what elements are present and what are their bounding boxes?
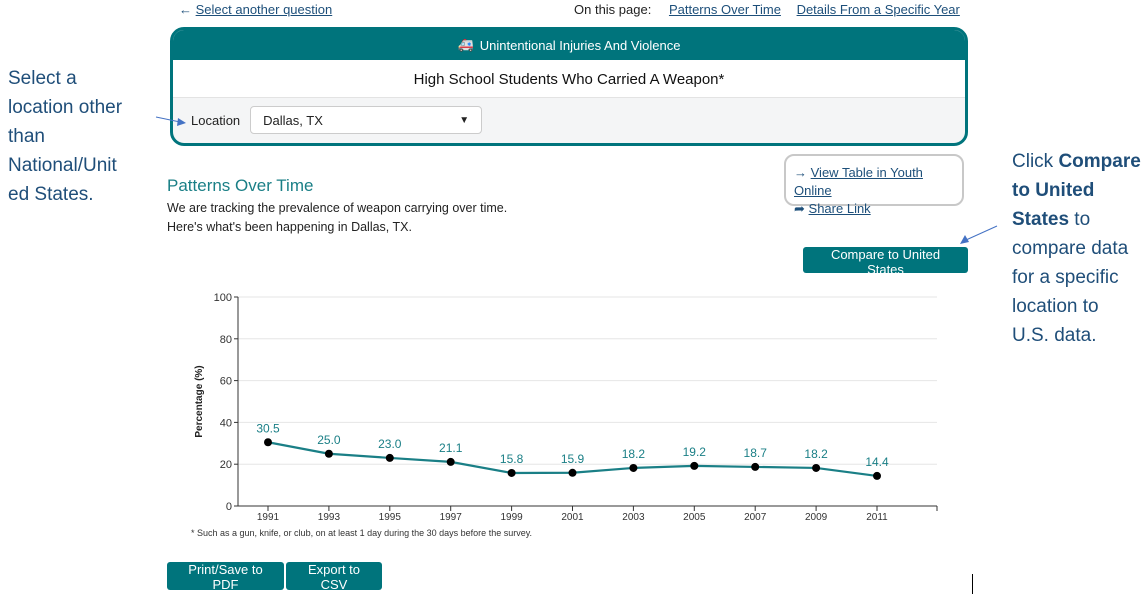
annotation-bold: to United [1012,180,1095,201]
data-point [690,461,699,470]
data-point [568,468,577,477]
annotation-line: National/Unit [8,155,117,176]
arrowhead-icon [177,118,186,126]
annotation-left: Select a location other than National/Un… [8,64,122,209]
annotation-line: U.S. data. [1012,325,1097,346]
data-label: 15.8 [500,452,524,466]
section-description: We are tracking the prevalence of weapon… [167,199,507,237]
y-tick-label: 60 [220,376,232,388]
print-pdf-button[interactable]: Print/Save to PDF [167,562,284,592]
annotation-line: ed States. [8,184,94,205]
text-cursor [972,574,973,594]
x-tick-label: 2007 [744,512,767,523]
y-tick-label: 20 [220,459,232,471]
annotation-text: to [1069,209,1091,230]
annotation-bold: States [1012,209,1070,230]
data-label: 18.2 [622,447,646,461]
links-box: → View Table in Youth Online ➦ Share Lin… [784,154,964,216]
section-title: Patterns Over Time [167,176,314,195]
patterns-over-time-link[interactable]: Patterns Over Time [668,2,781,17]
x-tick-label: 1997 [440,512,463,523]
compare-to-us-button[interactable]: Compare to United States [803,247,968,277]
arrow-right-icon: → [794,165,807,180]
select-another-question-link[interactable]: Select another question [195,2,333,17]
x-tick-label: 1995 [379,512,402,523]
x-tick-label: 2011 [866,512,888,523]
location-label: Location [191,112,241,128]
x-tick-label: 2001 [561,512,584,523]
annotation-arrow [965,225,998,241]
x-tick-label: 1991 [257,512,280,523]
data-label: 25.0 [317,433,341,447]
data-label: 18.7 [744,446,768,460]
x-tick-label: 2009 [805,512,828,523]
share-icon: ➦ [794,201,805,216]
annotation-line: location to [1012,296,1099,317]
data-label: 30.5 [256,421,280,435]
data-point [873,471,881,480]
y-tick-label: 100 [214,292,232,304]
back-link-wrap: ← Select another question [179,2,332,17]
caret-down-icon: ▼ [459,114,470,126]
annotation-arrow [155,116,181,123]
description-line: We are tracking the prevalence of weapon… [167,201,508,215]
data-label: 14.4 [865,455,889,469]
data-label: 21.1 [439,441,463,455]
data-label: 23.0 [378,437,402,451]
data-point [629,463,638,472]
arrowhead-icon [960,235,969,244]
question-title: High School Students Who Carried A Weapo… [173,60,965,98]
ambulance-icon: 🚑 [457,37,474,52]
details-specific-year-link[interactable]: Details From a Specific Year [796,2,960,17]
footnote: * Such as a gun, knife, or club, on at l… [191,528,533,538]
y-axis-label: Percentage (%) [194,365,205,437]
data-point [385,453,394,462]
description-line: Here's what's been happening in Dallas, … [167,220,412,234]
on-this-page-label: On this page: [574,2,652,17]
view-table-link[interactable]: View Table in Youth Online [794,165,923,198]
data-point [751,462,760,471]
x-tick-label: 2005 [683,512,706,523]
y-tick-label: 40 [220,417,232,429]
annotation-line: location other [8,97,123,118]
x-tick-label: 2003 [622,512,645,523]
category-label: Unintentional Injuries And Violence [479,37,681,53]
data-point [507,468,516,477]
share-link[interactable]: Share Link [808,201,871,216]
data-label: 15.9 [561,452,585,466]
on-this-page: On this page: Patterns Over Time Details… [574,2,960,17]
data-point [264,438,272,447]
data-point [446,457,455,466]
question-card: 🚑 Unintentional Injuries And Violence Hi… [170,27,968,146]
data-point [324,449,333,458]
data-label: 19.2 [683,445,707,459]
location-value: Dallas, TX [263,112,323,128]
y-tick-label: 80 [220,334,232,346]
annotation-bold: Compare [1058,151,1141,172]
annotation-line: compare data [1012,238,1129,259]
annotation-right: Click Compare to United States to compar… [1012,147,1141,350]
annotation-line: for a specific [1012,267,1119,288]
arrow-left-icon: ← [179,2,192,17]
annotation-text: Click [1012,151,1059,172]
data-label: 18.2 [804,447,828,461]
x-tick-label: 1993 [318,512,341,523]
annotation-line: than [8,126,45,147]
data-point [812,463,821,472]
export-csv-button[interactable]: Export to CSV [286,562,382,592]
annotation-line: Select a [8,68,77,89]
category-header: 🚑 Unintentional Injuries And Violence [173,30,965,60]
location-select[interactable]: Dallas, TX ▼ [250,106,483,134]
y-tick-label: 0 [226,501,232,513]
x-tick-label: 1999 [500,512,523,523]
